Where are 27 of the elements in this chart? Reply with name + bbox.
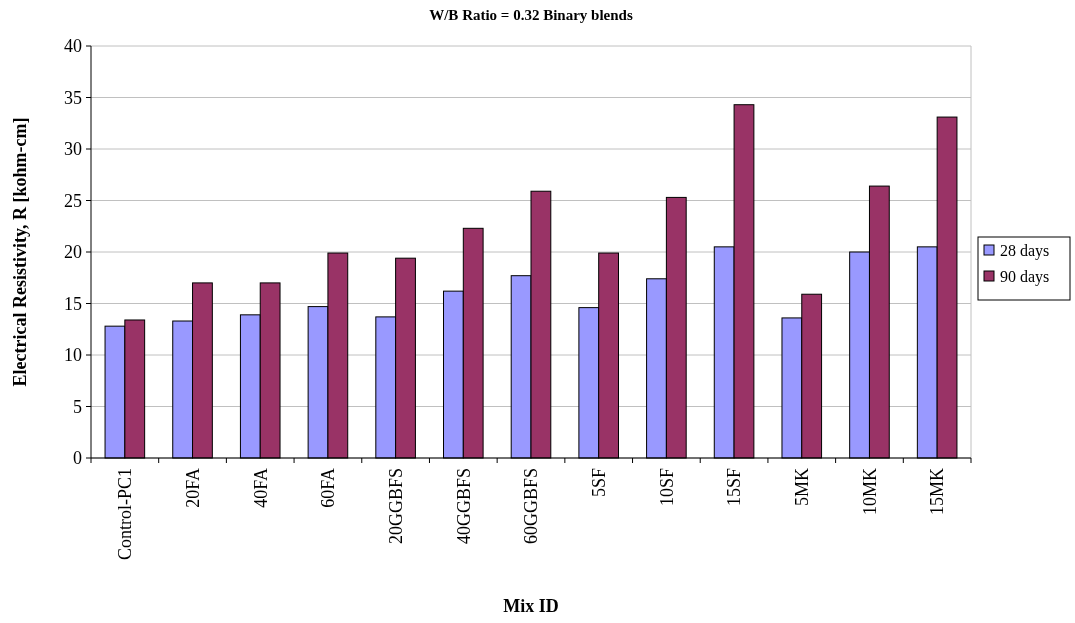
legend-label: 28 days	[1000, 241, 1050, 260]
y-tick-label: 10	[64, 345, 82, 366]
y-tick-label: 25	[64, 190, 82, 211]
y-tick-label: 30	[64, 139, 82, 160]
x-tick-label: 40FA	[250, 468, 271, 508]
y-tick-label: 5	[73, 396, 82, 417]
y-tick-label: 15	[64, 293, 82, 314]
legend-label: 90 days	[1000, 267, 1050, 286]
x-axis-title: Mix ID	[503, 596, 559, 616]
y-tick-label: 40	[64, 36, 82, 57]
y-tick-label: 35	[64, 87, 82, 108]
x-tick-label: 10SF	[656, 468, 677, 507]
y-axis-title: Electrical Resistivity, R [kohm-cm]	[10, 117, 30, 387]
x-tick-label: 5MK	[792, 468, 813, 507]
x-tick-label: 15MK	[927, 468, 948, 516]
x-tick-label: 10MK	[859, 468, 880, 516]
x-tick-label: 15SF	[724, 468, 745, 507]
chart-title: W/B Ratio = 0.32 Binary blends	[429, 7, 633, 23]
x-tick-label: 5SF	[588, 468, 609, 498]
x-tick-label: 60GGBFS	[521, 468, 542, 545]
x-tick-label: 20GGBFS	[385, 468, 406, 545]
x-tick-label: 20FA	[182, 468, 203, 508]
y-tick-label: 20	[64, 242, 82, 263]
x-tick-label: 60FA	[318, 468, 339, 508]
x-tick-label: Control-PC1	[115, 468, 136, 561]
x-tick-label: 40GGBFS	[453, 468, 474, 545]
y-tick-label: 0	[73, 448, 82, 469]
